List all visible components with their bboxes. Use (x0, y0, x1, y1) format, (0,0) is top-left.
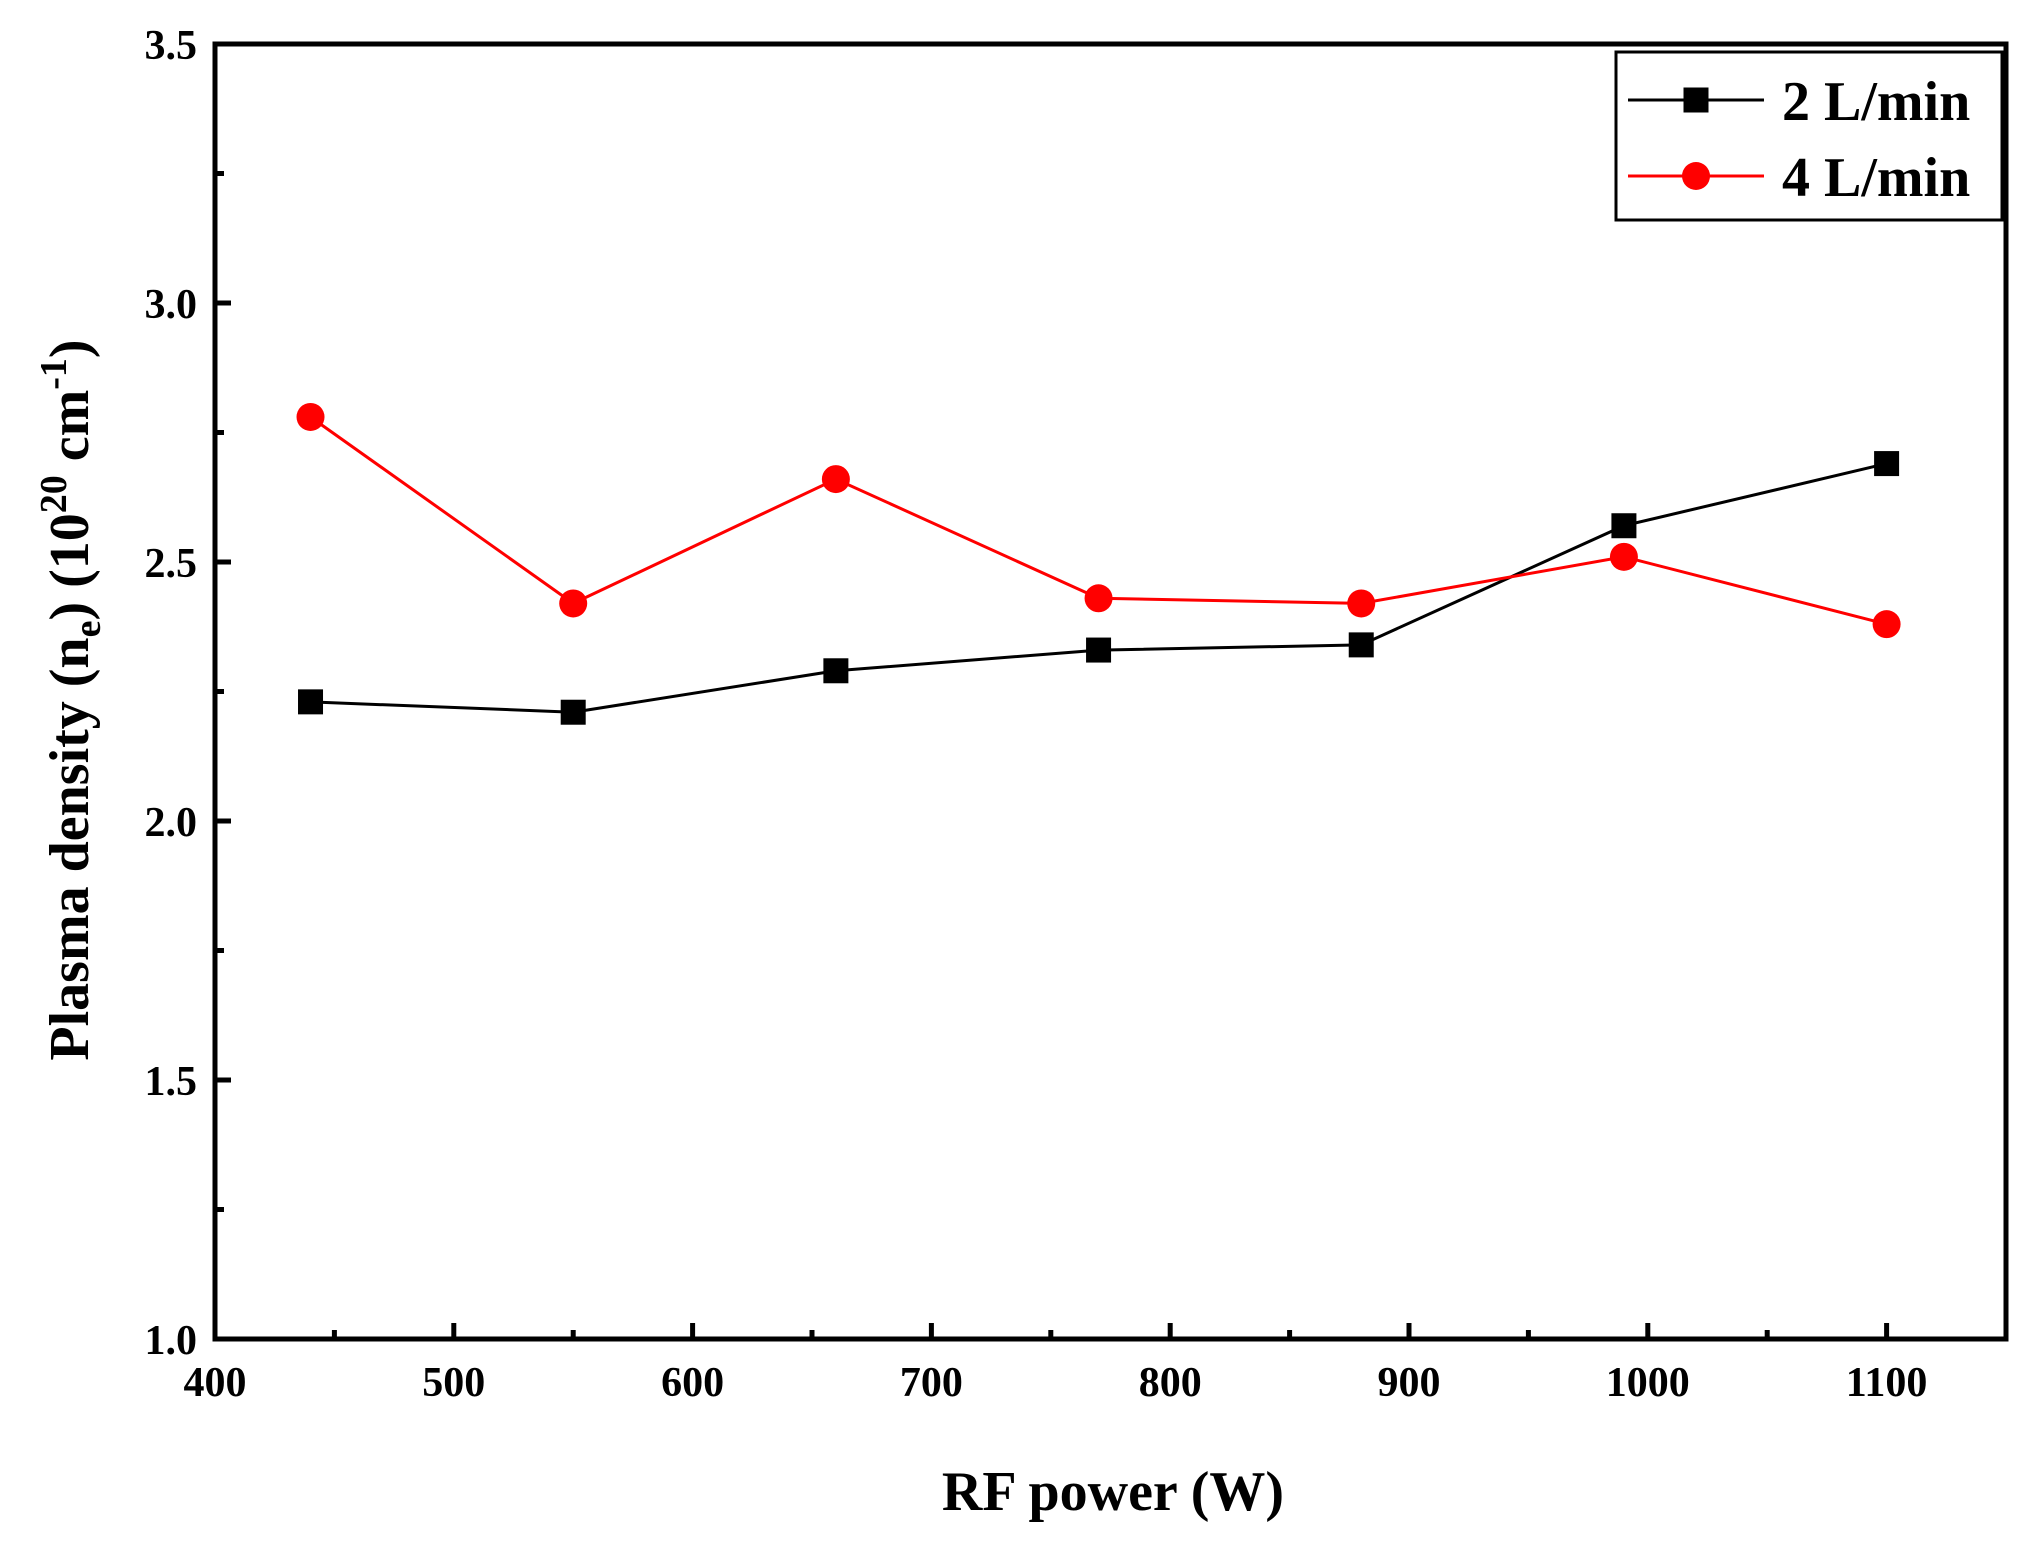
y-tick-label: 1.5 (145, 1059, 198, 1105)
data-point (1609, 542, 1638, 571)
plot-frame (212, 41, 2009, 1342)
x-tick-label: 700 (900, 1360, 963, 1406)
y-tick-label: 1.0 (145, 1318, 198, 1364)
data-point (559, 589, 588, 618)
series-4-l-min (296, 402, 1901, 639)
legend-marker (1682, 162, 1710, 190)
data-point (1874, 451, 1900, 477)
data-point (1872, 610, 1901, 639)
axes: 400 500 600 700 800 900 1000 1100 1.0 1.5 2.0 2.5 3.… (145, 23, 2009, 1406)
legend-label: 2 L/min (1782, 71, 1970, 133)
x-tick-label: 1000 (1606, 1360, 1690, 1406)
legend-item: 2 L/min (1628, 71, 1970, 133)
y-tick-label: 3.0 (145, 282, 198, 328)
y-tick-label: 2.0 (145, 800, 198, 846)
y-axis-title: Plasma density (ne) (1020 cm-1) (33, 339, 109, 1060)
data-point (296, 402, 325, 431)
series-group (296, 402, 1901, 725)
legend-marker (1683, 87, 1709, 113)
data-point (1348, 632, 1374, 658)
x-tick-label: 1100 (1846, 1360, 1928, 1406)
y-tick-label: 3.5 (145, 23, 198, 69)
x-tick-label: 900 (1378, 1360, 1441, 1406)
legend-label: 4 L/min (1782, 147, 1970, 209)
x-tick-label: 800 (1139, 1360, 1202, 1406)
legend-box (1614, 50, 2004, 222)
data-point (1084, 584, 1113, 613)
x-tick-label: 400 (184, 1360, 247, 1406)
data-point (1347, 589, 1376, 618)
data-point (560, 699, 586, 725)
x-tick-label: 500 (422, 1360, 485, 1406)
y-tick-label: 2.5 (145, 541, 198, 587)
data-point (298, 689, 324, 715)
legend-item: 4 L/min (1628, 147, 1970, 209)
data-point (1611, 513, 1637, 539)
data-point (1086, 637, 1112, 663)
x-tick-label: 600 (661, 1360, 724, 1406)
legend: 2 L/min 4 L/min (1614, 50, 2004, 222)
x-axis-title: RF power (W) (942, 1461, 1284, 1523)
data-point (823, 658, 849, 684)
data-point (821, 465, 850, 494)
series-2-l-min (298, 451, 1900, 725)
